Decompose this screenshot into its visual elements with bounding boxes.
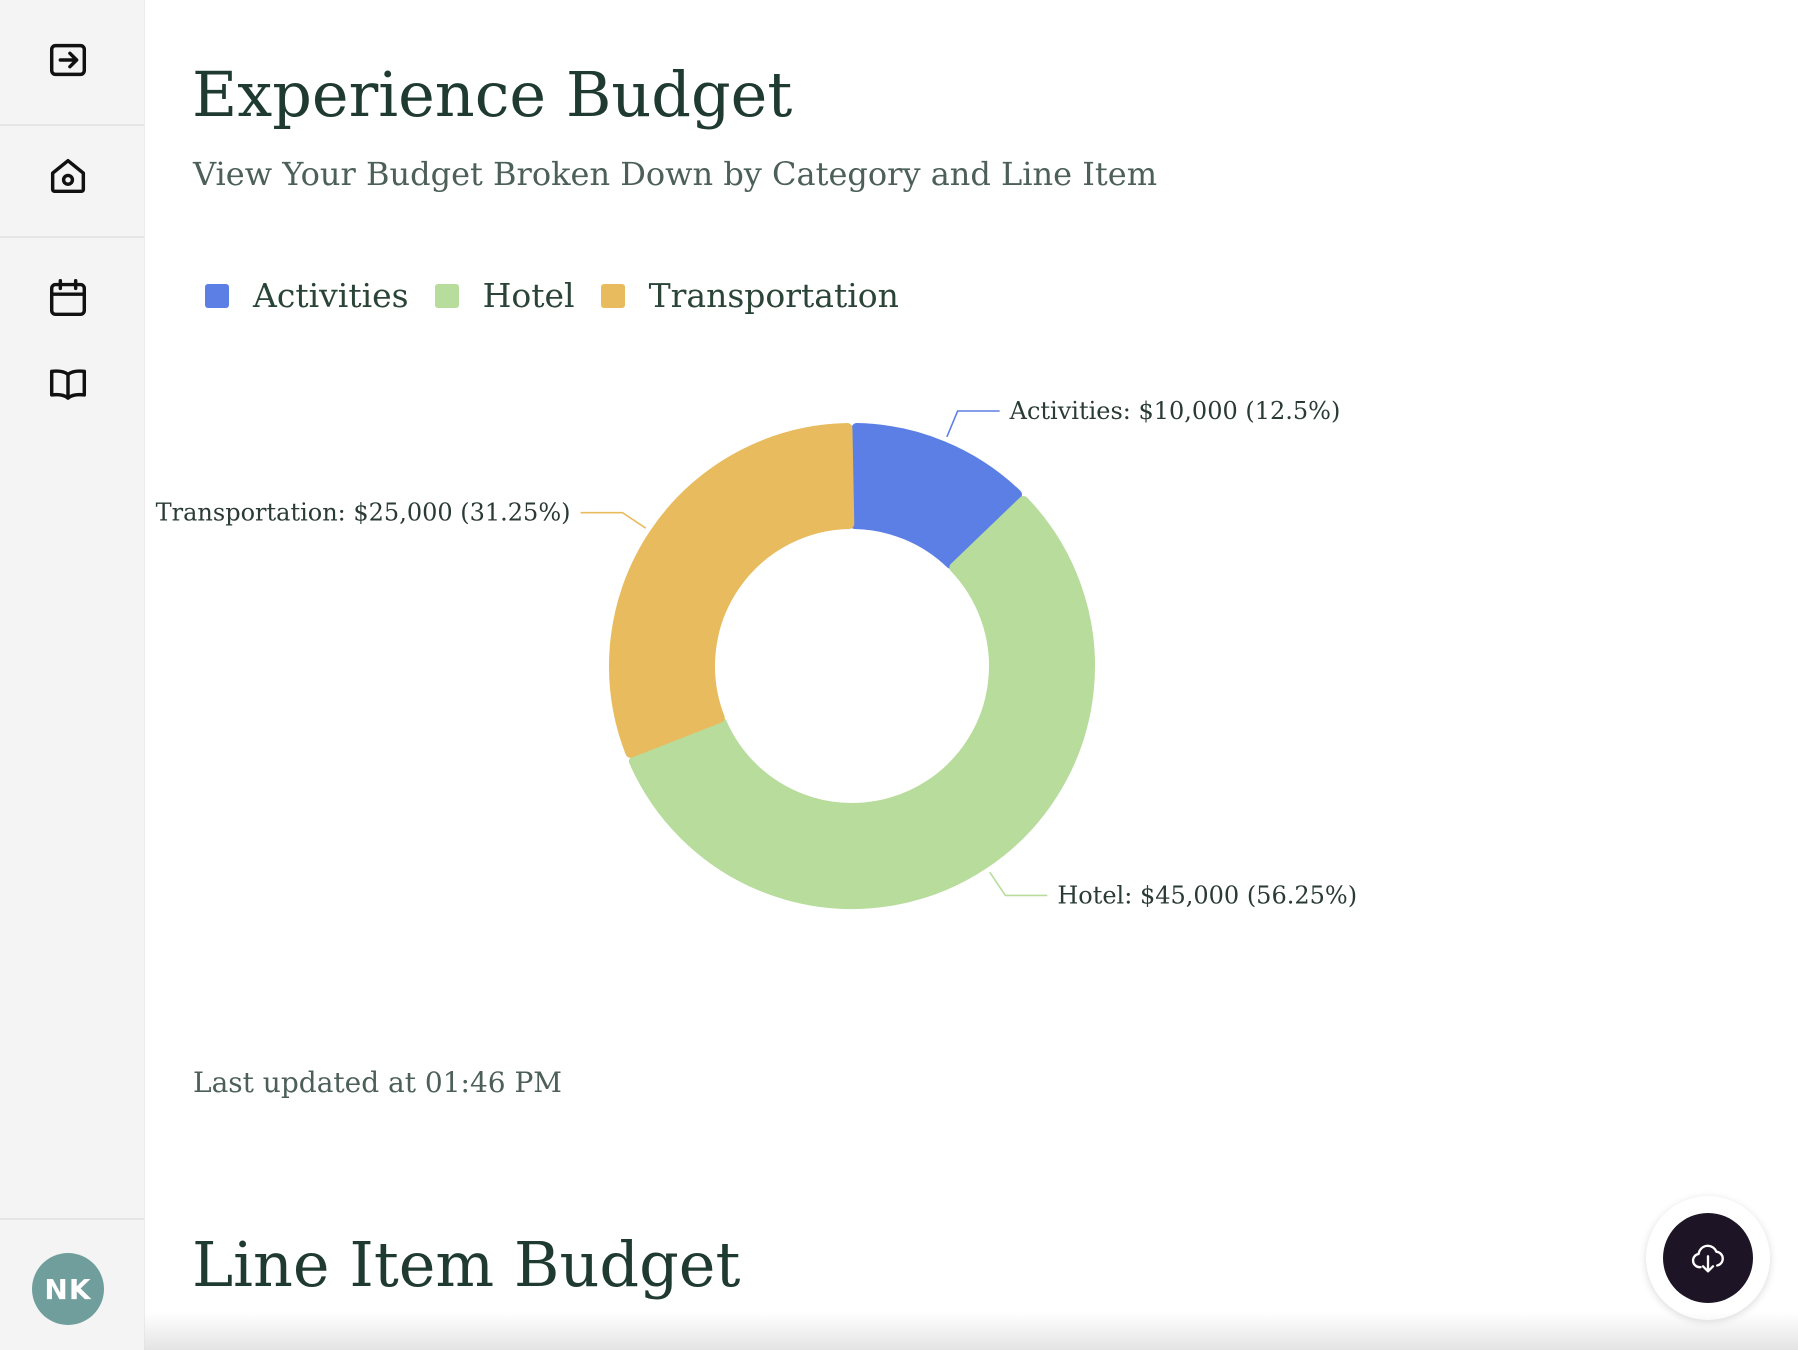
- donut-slice-activities[interactable]: [849, 423, 1023, 569]
- chart-legend: Activities Hotel Transportation: [205, 276, 925, 315]
- last-updated-text: Last updated at 01:46 PM: [193, 1066, 562, 1099]
- budget-donut-chart: Activities: $10,000 (12.5%) Hotel: $45,00…: [156, 397, 1357, 909]
- legend-swatch-transportation: [600, 283, 625, 308]
- legend-label-hotel: Hotel: [482, 276, 575, 315]
- user-avatar[interactable]: NK: [32, 1253, 104, 1325]
- legend-label-transportation: Transportation: [648, 276, 899, 315]
- page-subtitle: View Your Budget Broken Down by Category…: [193, 155, 1158, 193]
- book-icon: [49, 369, 87, 400]
- data-label-activities: Activities: $10,000 (12.5%): [1009, 397, 1341, 425]
- line-item-budget-title: Line Item Budget: [192, 1228, 741, 1301]
- legend-item-hotel[interactable]: Hotel: [434, 276, 575, 315]
- sidebar: NK: [0, 0, 145, 1350]
- sidebar-divider: [0, 124, 144, 126]
- home-button[interactable]: [36, 144, 100, 208]
- leader-line-hotel: [989, 871, 1048, 897]
- calendar-icon: [49, 279, 87, 317]
- leader-line-activities: [946, 410, 1000, 438]
- data-label-transportation: Transportation: $25,000 (31.25%): [156, 499, 571, 527]
- data-label-hotel: Hotel: $45,000 (56.25%): [1057, 881, 1357, 909]
- legend-swatch-activities: [205, 283, 229, 308]
- download-button[interactable]: [1663, 1213, 1753, 1303]
- page-title: Experience Budget: [192, 58, 793, 131]
- scroll-fade: [144, 1312, 1798, 1350]
- download-fab-container: [1646, 1196, 1770, 1320]
- exit-icon: [49, 43, 87, 77]
- leader-line-transportation: [580, 511, 647, 529]
- cloud-download-icon: [1691, 1244, 1724, 1273]
- legend-item-transportation[interactable]: Transportation: [600, 276, 899, 315]
- calendar-button[interactable]: [36, 266, 100, 330]
- legend-swatch-hotel: [434, 283, 459, 308]
- legend-label-activities: Activities: [253, 276, 409, 315]
- sidebar-divider: [0, 1218, 144, 1220]
- legend-item-activities[interactable]: Activities: [205, 276, 409, 315]
- donut-slice-hotel[interactable]: [628, 495, 1095, 909]
- home-icon: [50, 158, 86, 194]
- sidebar-divider: [0, 236, 144, 238]
- exit-button[interactable]: [36, 28, 100, 92]
- donut-slice-transportation[interactable]: [609, 423, 855, 758]
- book-button[interactable]: [36, 352, 100, 416]
